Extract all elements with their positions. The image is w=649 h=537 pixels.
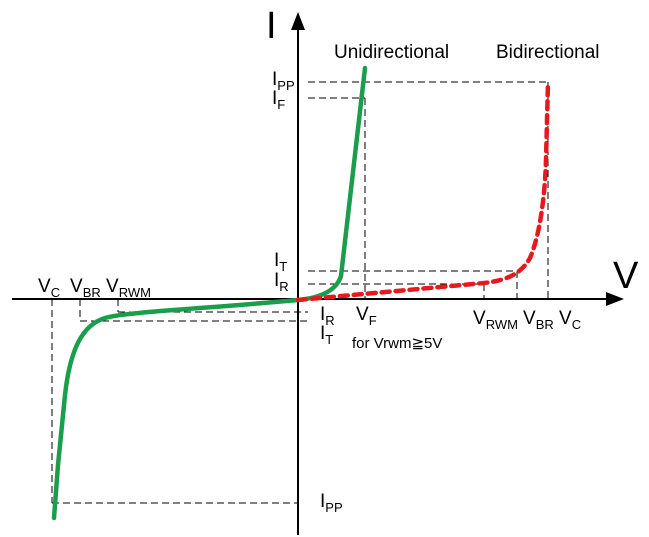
unidirectional-curve: [51, 65, 368, 521]
ir-top-label: IR: [274, 270, 289, 294]
vf-note: for Vrwm≧5V: [352, 335, 442, 352]
bidirectional-label: Bidirectional: [496, 42, 600, 63]
voltage-axis-arrow: [606, 292, 624, 306]
current-axis-label: I: [266, 5, 277, 47]
vbr-right-label: VBR: [523, 308, 554, 332]
it-bottom-label: IT: [320, 323, 333, 347]
if-label: IF: [272, 88, 285, 112]
ipp-top-label: IPP: [272, 69, 295, 93]
unidirectional-label: Unidirectional: [334, 42, 449, 63]
ipp-bottom-label: IPP: [320, 491, 343, 515]
vc-left-label: VC: [38, 276, 60, 300]
it-top-label: IT: [274, 250, 287, 274]
vf-label: VF: [356, 304, 377, 328]
vc-right-label: VC: [559, 308, 581, 332]
current-axis-arrow: [291, 12, 305, 30]
voltage-axis-label: V: [613, 255, 639, 297]
ir-bottom-label: IR: [320, 304, 335, 328]
bidirectional-curve: [295, 79, 551, 303]
lower-reference-lines: [51, 299, 308, 504]
vrwm-right-label: VRWM: [473, 308, 518, 332]
vbr-left-label: VBR: [70, 276, 101, 300]
vrwm-left-label: VRWM: [106, 276, 151, 300]
